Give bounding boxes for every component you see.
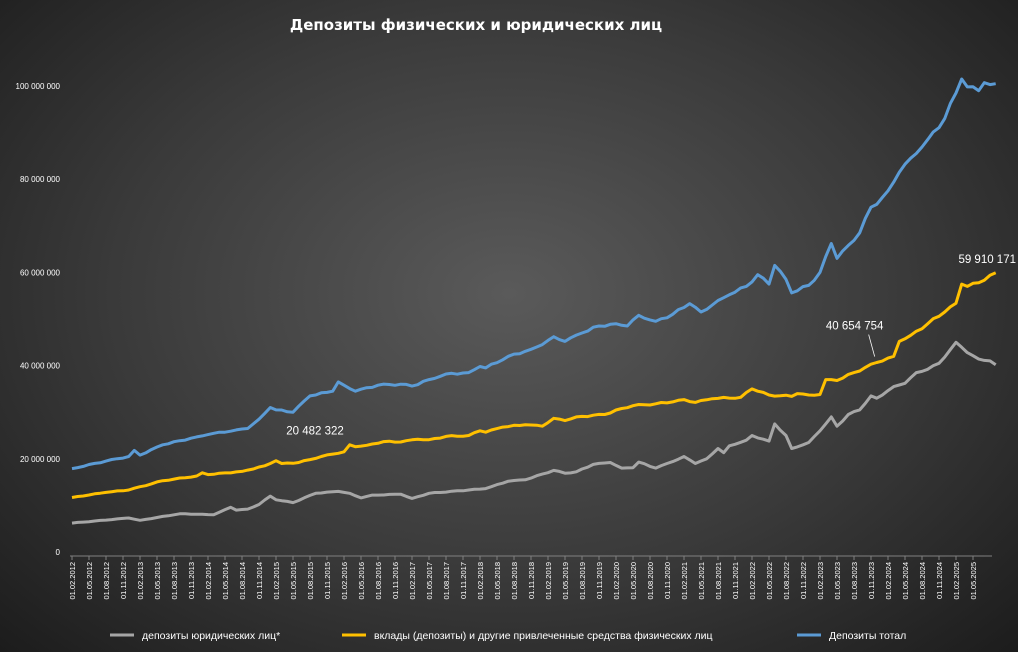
x-tick-label: 01.05.2024: [901, 562, 910, 600]
annotation-layer: 20 482 322 40 654 754 59 910 171: [286, 254, 1016, 438]
y-axis: 0 20 000 000 40 000 000 60 000 000 80 000 00…: [16, 82, 61, 557]
y-tick-label: 40 000 000: [20, 362, 61, 371]
x-tick-label: 01.08.2018: [510, 562, 519, 600]
y-tick-label: 100 000 000: [16, 82, 61, 91]
x-tick-label: 01.08.2015: [306, 562, 315, 600]
x-tick-label: 01.05.2012: [85, 562, 94, 600]
x-tick-label: 01.02.2025: [952, 562, 961, 600]
x-tick-label: 01.08.2021: [714, 562, 723, 600]
x-tick-label: 01.11.2018: [527, 562, 536, 599]
x-tick-label: 01.05.2017: [425, 562, 434, 600]
x-tick-label: 01.05.2022: [765, 562, 774, 600]
legend-label-1: вклады (депозиты) и другие привлеченные …: [374, 630, 713, 642]
data-label-leader: [868, 334, 876, 357]
x-tick-label: 01.08.2023: [850, 562, 859, 600]
x-tick-label: 01.05.2015: [289, 562, 298, 600]
x-tick-label: 01.05.2013: [153, 562, 162, 600]
y-tick-label: 0: [56, 548, 61, 557]
x-tick-label: 01.08.2014: [238, 562, 247, 600]
x-tick-label: 01.05.2025: [969, 562, 978, 600]
x-tick-label: 01.08.2016: [374, 562, 383, 600]
x-tick-label: 01.11.2022: [799, 562, 808, 599]
series-line-0: [71, 340, 997, 525]
data-label: 59 910 171: [958, 254, 1016, 266]
x-tick-label: 01.11.2021: [731, 562, 740, 599]
x-tick-label: 01.05.2018: [493, 562, 502, 600]
x-tick-label: 01.02.2015: [272, 562, 281, 600]
y-tick-label: 20 000 000: [20, 455, 61, 464]
data-label: 20 482 322: [286, 426, 344, 438]
x-tick-label: 01.08.2012: [102, 562, 111, 600]
x-tick-label: 01.11.2024: [935, 562, 944, 599]
x-tick-label: 01.02.2012: [68, 562, 77, 600]
x-tick-label: 01.11.2013: [187, 562, 196, 599]
x-tick-label: 01.02.2013: [136, 562, 145, 600]
series-line-1: [71, 271, 997, 499]
x-tick-label: 01.02.2014: [204, 562, 213, 600]
x-tick-label: 01.11.2020: [663, 562, 672, 599]
legend-label-2: Депозиты тотал: [829, 630, 906, 642]
x-tick-label: 01.02.2019: [544, 562, 553, 600]
x-tick-label: 01.08.2022: [782, 562, 791, 600]
data-label: 40 654 754: [826, 321, 884, 333]
x-tick-label: 01.05.2016: [357, 562, 366, 600]
legend: депозиты юридических лиц* вклады (депозит…: [110, 630, 906, 642]
x-tick-label: 01.02.2018: [476, 562, 485, 600]
x-tick-label: 01.05.2014: [221, 562, 230, 600]
x-tick-label: 01.02.2023: [816, 562, 825, 600]
legend-label-0: депозиты юридических лиц*: [142, 630, 280, 642]
x-tick-label: 01.08.2017: [442, 562, 451, 600]
x-tick-label: 01.05.2019: [561, 562, 570, 600]
x-tick-label: 01.02.2022: [748, 562, 757, 600]
x-tick-label: 01.08.2024: [918, 562, 927, 600]
x-tick-label: 01.02.2024: [884, 562, 893, 600]
x-tick-label: 01.08.2013: [170, 562, 179, 600]
x-tick-label: 01.05.2023: [833, 562, 842, 600]
x-tick-label: 01.08.2019: [578, 562, 587, 600]
x-tick-label: 01.02.2016: [340, 562, 349, 600]
x-tick-label: 01.05.2021: [697, 562, 706, 600]
series-line-2: [71, 77, 996, 471]
x-tick-label: 01.11.2012: [119, 562, 128, 599]
x-tick-label: 01.02.2020: [612, 562, 621, 600]
x-tick-label: 01.11.2016: [391, 562, 400, 599]
x-tick-label: 01.11.2019: [595, 562, 604, 599]
x-tick-label: 01.08.2020: [646, 562, 655, 600]
x-tick-label: 01.02.2017: [408, 562, 417, 600]
x-axis: 01.02.2012 01.05.2012 01.08.2012 01.11.2012…: [68, 556, 978, 600]
series-layer: [71, 77, 997, 525]
y-tick-label: 80 000 000: [20, 175, 61, 184]
y-tick-label: 60 000 000: [20, 268, 61, 277]
chart-title: Депозиты физических и юридических лиц: [290, 16, 662, 34]
x-tick-label: 01.02.2021: [680, 562, 689, 600]
x-tick-label: 01.11.2014: [255, 562, 264, 599]
x-tick-label: 01.05.2020: [629, 562, 638, 600]
x-tick-label: 01.11.2015: [323, 562, 332, 599]
x-tick-label: 01.11.2017: [459, 562, 468, 599]
x-tick-label: 01.11.2023: [867, 562, 876, 599]
